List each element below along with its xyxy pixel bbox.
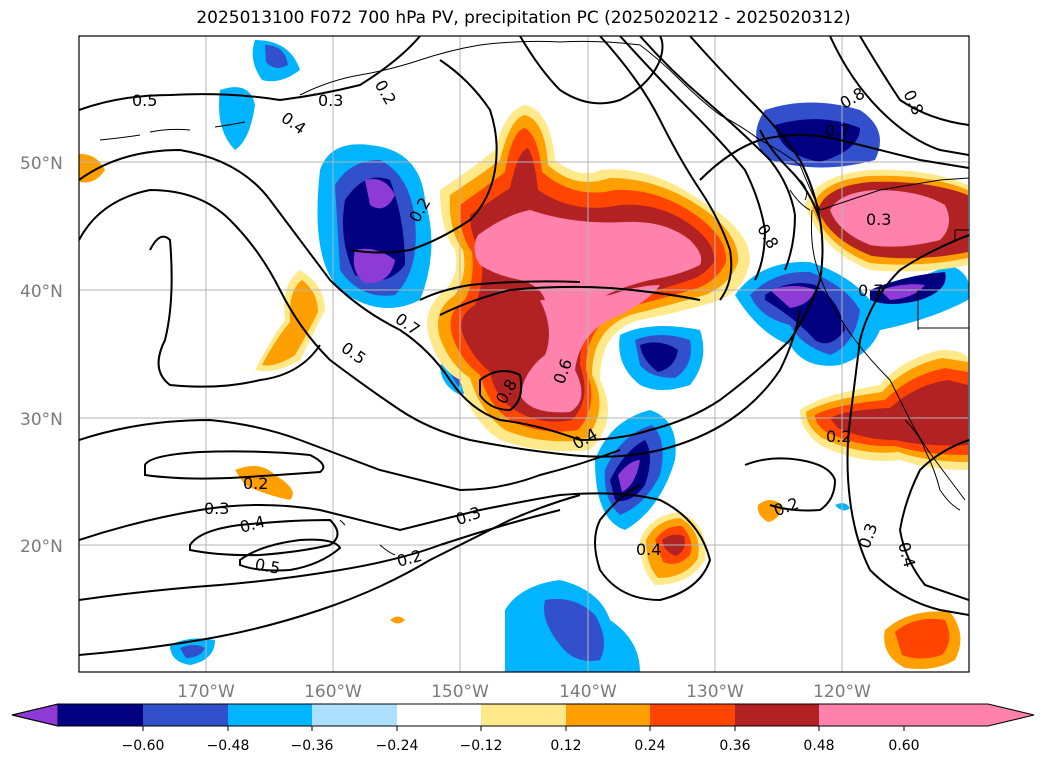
colorbar-tick-label: −0.60: [122, 738, 165, 754]
lon-tick-label: 130°W: [686, 682, 744, 702]
lat-tick-label: 50°N: [20, 154, 63, 174]
lat-tick-labels: 50°N 40°N 30°N 20°N: [20, 154, 63, 557]
positive-precip-southeast: [800, 350, 968, 669]
pv-contours: [79, 36, 969, 656]
lon-tick-label: 160°W: [304, 682, 362, 702]
colorbar-extend-low: [11, 703, 59, 727]
colorbar: −0.60 −0.48 −0.36 −0.24 −0.12 0.12 0.24 …: [11, 703, 1035, 754]
contour-label: 0.4: [238, 512, 268, 537]
contour-label: 0.3: [318, 91, 343, 110]
graticule: [79, 36, 969, 672]
lat-tick-label: 20°N: [20, 537, 63, 557]
contour-label: 0.3: [453, 503, 483, 530]
lon-tick-label: 170°W: [177, 682, 235, 702]
contour-label: 0.3: [855, 521, 882, 551]
figure-title: 2025013100 F072 700 hPa PV, precipitatio…: [196, 8, 851, 28]
colorbar-segment: [481, 704, 566, 726]
positive-precip-west-south: [235, 270, 782, 624]
contour-label: 0.3: [866, 210, 891, 229]
contour-label: 0.4: [278, 108, 310, 138]
map-frame: [78, 35, 970, 673]
colorbar-outline: [11, 703, 1035, 727]
lon-tick-label: 150°W: [431, 682, 489, 702]
colorbar-tick-label: −0.12: [460, 738, 503, 754]
colorbar-tick-label: −0.24: [376, 738, 419, 754]
contour-label: 0.2: [371, 77, 400, 109]
colorbar-segment: [58, 704, 143, 726]
contour-label: 0.4: [636, 540, 661, 559]
colorbar-segment: [650, 704, 735, 726]
colorbar-tick-label: 0.60: [888, 738, 919, 754]
lat-tick-label: 40°N: [20, 282, 63, 302]
colorbar-tick-label: −0.48: [207, 738, 250, 754]
negative-precip-north-central: [317, 144, 432, 308]
contour-label: 0.7: [825, 121, 850, 140]
contour-label: 0.2: [243, 474, 268, 493]
colorbar-tick-label: 0.12: [550, 738, 581, 754]
colorbar-tick-label: −0.36: [291, 738, 334, 754]
colorbar-segment: [312, 704, 397, 726]
colorbar-segment: [819, 704, 904, 726]
positive-precip-northeast: [79, 154, 968, 272]
lon-tick-label: 120°W: [813, 682, 871, 702]
contour-label: 0.3: [204, 499, 229, 518]
colorbar-segment: [566, 704, 650, 726]
contour-label: 0.7: [858, 281, 883, 300]
contour-label: 0.5: [338, 338, 370, 368]
positive-precip-central-main: [427, 105, 750, 452]
lat-tick-label: 30°N: [20, 410, 63, 430]
contour-label: 0.2: [771, 494, 801, 521]
contour-label: 0.4: [894, 540, 919, 570]
colorbar-extend-high: [904, 704, 1034, 726]
lon-tick-labels: 170°W 160°W 150°W 140°W 130°W 120°W: [177, 682, 871, 702]
colorbar-segment: [228, 704, 312, 726]
colorbar-segment: [143, 704, 228, 726]
colorbar-segment: [735, 704, 819, 726]
contour-label: 0.2: [826, 427, 851, 446]
colorbar-tick-label: 0.48: [803, 738, 834, 754]
colorbar-tick-label: 0.36: [719, 738, 750, 754]
contour-label: 0.5: [253, 555, 281, 578]
negative-precip-south: [170, 503, 850, 672]
contour-label: 0.8: [753, 221, 782, 253]
colorbar-tick-label: 0.24: [634, 738, 665, 754]
negative-precip-nw: [219, 40, 300, 150]
contour-label: 0.5: [132, 91, 157, 110]
colorbar-segment: [397, 704, 481, 726]
lon-tick-label: 140°W: [559, 682, 617, 702]
contour-label: 0.7: [392, 309, 424, 339]
